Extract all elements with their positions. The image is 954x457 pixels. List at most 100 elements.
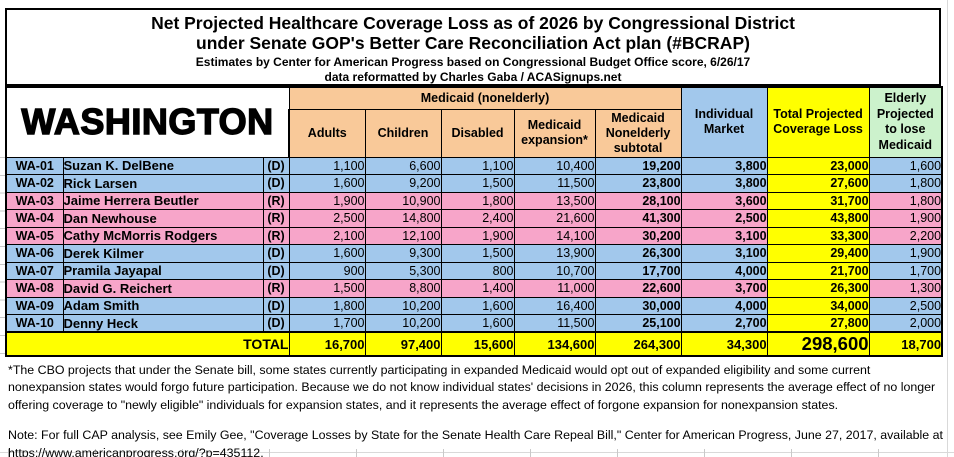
district-cell: WA-01 [5,156,64,175]
expansion-cell: 14,100 [513,226,596,245]
disabled-cell: 800 [440,261,515,280]
representative-name-cell: Suzan K. DelBene [62,156,264,175]
table-row: WA-07 Pramila Jayapal (D) 900 5,300 800 … [5,261,943,280]
district-cell: WA-04 [5,209,64,228]
column-header-disabled: Disabled [440,108,515,158]
children-cell: 9,200 [364,174,442,193]
subtotal-cell: 19,200 [594,156,682,175]
total-loss-cell: 33,300 [766,226,870,245]
column-header-adults: Adults [288,108,366,158]
representative-name-cell: Dan Newhouse [62,209,264,228]
medicaid-group-header: Medicaid (nonelderly) [288,86,682,110]
party-cell: (R) [262,209,290,228]
children-cell: 8,800 [364,279,442,298]
subtotal-cell: 22,600 [594,279,682,298]
expansion-cell: 10,700 [513,261,596,280]
individual-market-cell: 3,600 [680,191,768,210]
district-cell: WA-03 [5,191,64,210]
party-cell: (D) [262,314,290,333]
table-row: WA-05 Cathy McMorris Rodgers (R) 2,100 1… [5,226,943,245]
elderly-cell: 2,000 [868,314,943,333]
individual-market-cell: 3,800 [680,156,768,175]
coverage-loss-table: WASHINGTON Medicaid (nonelderly) Individ… [5,86,944,357]
expansion-cell: 10,400 [513,156,596,175]
adults-cell: 1,600 [288,244,366,263]
adults-cell: 2,100 [288,226,366,245]
table-row: WA-10 Denny Heck (D) 1,700 10,200 1,600 … [5,314,943,333]
spreadsheet-gridline [0,157,5,357]
total-adults: 16,700 [288,331,366,357]
children-cell: 10,900 [364,191,442,210]
subtotal-cell: 26,300 [594,244,682,263]
total-expansion: 134,600 [513,331,596,357]
subtotal-cell: 28,100 [594,191,682,210]
cbo-footnote: *The CBO projects that under the Senate … [8,363,936,412]
adults-cell: 2,500 [288,209,366,228]
children-cell: 5,300 [364,261,442,280]
district-cell: WA-07 [5,261,64,280]
total-label: TOTAL [5,331,290,357]
individual-market-cell: 3,800 [680,174,768,193]
subtotal-cell: 25,100 [594,314,682,333]
total-loss-cell: 31,700 [766,191,870,210]
representative-name-cell: Derek Kilmer [62,244,264,263]
subtotal-cell: 17,700 [594,261,682,280]
title-line-2: under Senate GOP's Better Care Reconcili… [196,33,750,53]
disabled-cell: 1,100 [440,156,515,175]
representative-name-cell: Jaime Herrera Beutler [62,191,264,210]
disabled-cell: 1,600 [440,296,515,315]
expansion-cell: 11,000 [513,279,596,298]
representative-name-cell: Cathy McMorris Rodgers [62,226,264,245]
disabled-cell: 1,500 [440,174,515,193]
district-cell: WA-06 [5,244,64,263]
elderly-cell: 1,800 [868,174,943,193]
individual-market-cell: 4,000 [680,261,768,280]
children-cell: 14,800 [364,209,442,228]
party-cell: (D) [262,296,290,315]
expansion-cell: 13,500 [513,191,596,210]
adults-cell: 1,700 [288,314,366,333]
children-cell: 10,200 [364,296,442,315]
party-cell: (D) [262,174,290,193]
subtitle-credit: data reformatted by Charles Gaba / ACASi… [324,69,622,84]
subtotal-cell: 30,200 [594,226,682,245]
individual-market-cell: 3,100 [680,244,768,263]
table-row: WA-02 Rick Larsen (D) 1,600 9,200 1,500 … [5,174,943,193]
expansion-cell: 16,400 [513,296,596,315]
disabled-cell: 2,400 [440,209,515,228]
individual-market-cell: 4,000 [680,296,768,315]
party-cell: (R) [262,279,290,298]
expansion-cell: 11,500 [513,174,596,193]
table-row: WA-08 David G. Reichert (R) 1,500 8,800 … [5,279,943,298]
table-row: WA-04 Dan Newhouse (R) 2,500 14,800 2,40… [5,209,943,228]
title-line-1: Net Projected Healthcare Coverage Loss a… [151,13,795,33]
table-row: WA-01 Suzan K. DelBene (D) 1,100 6,600 1… [5,156,943,175]
total-disabled: 15,600 [440,331,515,357]
district-cell: WA-08 [5,279,64,298]
total-individual: 34,300 [680,331,768,357]
children-cell: 6,600 [364,156,442,175]
representative-name-cell: Adam Smith [62,296,264,315]
individual-market-cell: 3,100 [680,226,768,245]
adults-cell: 1,600 [288,174,366,193]
representative-name-cell: Denny Heck [62,314,264,333]
column-header-medicaid-expansion: Medicaid expansion* [513,108,596,158]
elderly-cell: 1,600 [868,156,943,175]
total-loss-cell: 26,300 [766,279,870,298]
party-cell: (D) [262,156,290,175]
column-header-individual-market: Individual Market [680,86,768,158]
total-loss-cell: 43,800 [766,209,870,228]
spreadsheet-gridline [8,449,949,457]
total-loss-cell: 34,000 [766,296,870,315]
disabled-cell: 1,400 [440,279,515,298]
individual-market-cell: 2,500 [680,209,768,228]
party-cell: (D) [262,244,290,263]
disabled-cell: 1,900 [440,226,515,245]
children-cell: 9,300 [364,244,442,263]
cap-note: Note: For full CAP analysis, see Emily G… [8,428,943,457]
total-loss-cell: 29,400 [766,244,870,263]
subtotal-cell: 41,300 [594,209,682,228]
spreadsheet-gridline [947,0,948,457]
elderly-cell: 2,500 [868,296,943,315]
